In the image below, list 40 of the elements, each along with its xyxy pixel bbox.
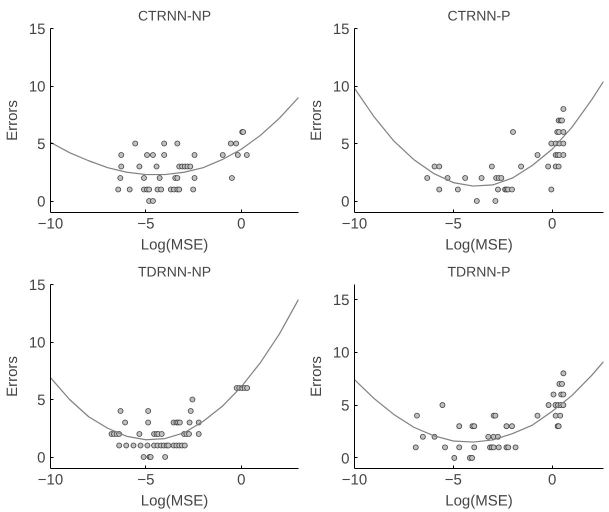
- x-tick-label: −10: [342, 216, 368, 232]
- y-tick-label: 5: [341, 398, 350, 415]
- y-axis-title: Errors: [308, 100, 325, 141]
- chart-title: TDRNN-P: [448, 264, 511, 280]
- x-axis-title: Log(MSE): [140, 492, 208, 510]
- y-axis-title: Errors: [308, 356, 325, 397]
- y-tick-label: 0: [37, 194, 46, 210]
- y-tick-label: 10: [28, 78, 46, 96]
- y-tick-label: 10: [332, 344, 350, 362]
- x-tick-label: 0: [237, 216, 246, 232]
- chart-title: TDRNN-NP: [138, 264, 212, 280]
- x-tick-label: 0: [237, 472, 246, 488]
- x-tick-label: −5: [444, 472, 462, 488]
- x-axis-title: Log(MSE): [140, 236, 208, 254]
- y-tick-label: 0: [341, 194, 350, 210]
- x-tick-label: −10: [38, 472, 64, 488]
- y-axis-title: Errors: [4, 100, 21, 141]
- y-tick-label: 10: [332, 78, 350, 96]
- chart-title: CTRNN-NP: [138, 8, 212, 24]
- y-tick-label: 15: [28, 277, 46, 294]
- y-tick-label: 0: [37, 450, 46, 466]
- x-tick-label: −5: [137, 472, 154, 488]
- y-axis-title: Errors: [4, 356, 21, 397]
- x-tick-label: 0: [548, 216, 556, 232]
- y-tick-label: 0: [341, 450, 350, 468]
- y-tick-label: 5: [37, 392, 46, 409]
- x-axis-title: Log(MSE): [445, 236, 513, 254]
- x-tick-label: 0: [548, 472, 556, 488]
- chart-title: CTRNN-P: [448, 8, 511, 24]
- y-tick-label: 15: [332, 21, 350, 38]
- y-tick-label: 5: [341, 136, 350, 153]
- y-tick-label: 15: [332, 292, 350, 309]
- x-tick-label: −10: [342, 472, 368, 488]
- x-tick-label: −5: [137, 216, 154, 232]
- y-tick-label: 5: [37, 136, 46, 153]
- x-tick-label: −10: [38, 216, 64, 232]
- y-tick-label: 10: [28, 334, 46, 352]
- y-tick-label: 15: [28, 21, 46, 38]
- x-axis-title: Log(MSE): [445, 492, 513, 510]
- x-tick-label: −5: [444, 216, 462, 232]
